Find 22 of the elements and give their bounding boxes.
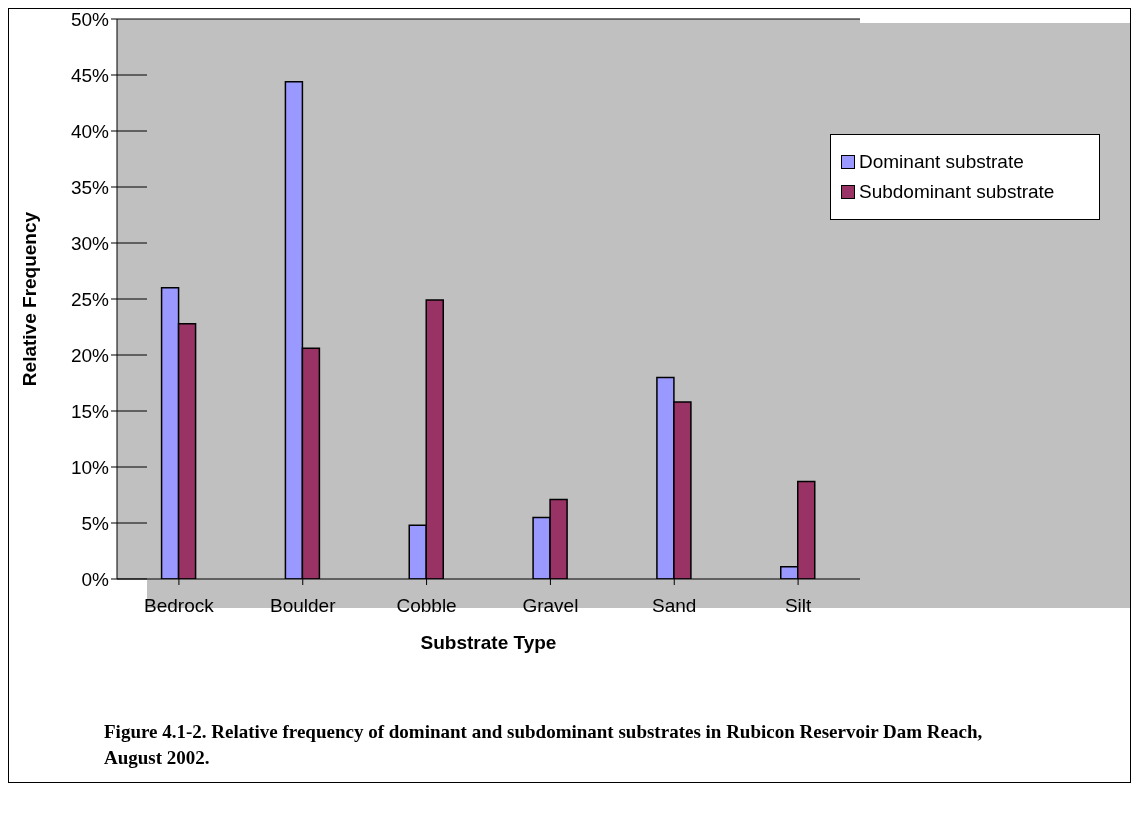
- y-tick-label: 45%: [70, 64, 110, 86]
- y-tick-label: 5%: [81, 512, 110, 534]
- legend-label: Subdominant substrate: [859, 181, 1055, 203]
- x-tick-label: Sand: [652, 595, 697, 617]
- y-tick-label: 15%: [70, 400, 110, 422]
- x-tick-label: Cobble: [396, 595, 457, 617]
- y-tick-label: 40%: [70, 120, 110, 142]
- y-tick-label: 20%: [70, 344, 110, 366]
- x-tick-label: Silt: [784, 595, 812, 617]
- y-tick-label: 50%: [70, 8, 110, 30]
- y-tick-label: 25%: [70, 288, 110, 310]
- legend-label: Dominant substrate: [859, 151, 1024, 173]
- y-axis-title: Relative Frequency: [18, 211, 40, 387]
- y-tick-label: 0%: [81, 568, 110, 590]
- x-tick-label: Gravel: [522, 595, 579, 617]
- x-tick-label: Bedrock: [144, 595, 215, 617]
- y-tick-label: 30%: [70, 232, 110, 254]
- y-tick-label: 35%: [70, 176, 110, 198]
- x-axis-title: Substrate Type: [420, 632, 557, 653]
- x-tick-label: Boulder: [270, 595, 337, 617]
- y-tick-label: 10%: [70, 456, 110, 478]
- caption: Figure 4.1-2. Relative frequency of dominant and subdominant substrates in Rubicon Reservoir Dam Reach, August 2002.: [104, 720, 984, 770]
